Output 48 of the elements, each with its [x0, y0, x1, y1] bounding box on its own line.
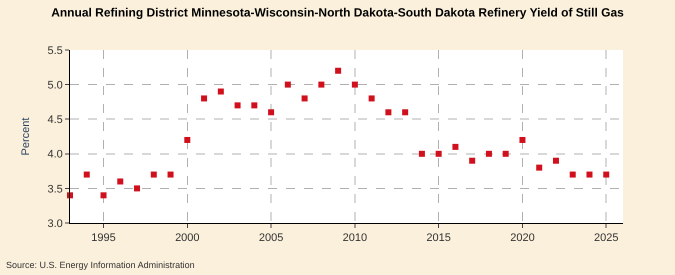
y-axis-title: Percent [20, 118, 32, 156]
point [552, 158, 559, 164]
y-tick-label: 4.0 [48, 148, 63, 161]
point [502, 150, 509, 157]
point [536, 164, 542, 171]
chart-title: Annual Refining District Minnesota-Wisconsin-North Dakota-South Dakota Refinery Yield of Still Gas [51, 6, 624, 20]
point [570, 172, 576, 178]
point [586, 172, 592, 178]
point [335, 68, 342, 74]
point [100, 192, 107, 198]
point [603, 172, 610, 178]
point [519, 136, 526, 143]
point [184, 136, 190, 143]
point [486, 150, 492, 157]
point [234, 102, 241, 108]
point [84, 172, 90, 178]
x-tick-label: 1995 [91, 232, 116, 244]
x-tick-label: 2020 [510, 232, 535, 244]
y-tick-label: 3.0 [48, 218, 63, 230]
y-tick-label: 3.5 [48, 183, 63, 196]
point [218, 88, 224, 95]
source-note: Source: U.S. Energy Information Administration [6, 260, 195, 270]
point [268, 109, 274, 116]
point [436, 150, 442, 157]
x-tick-label: 2005 [258, 232, 284, 244]
point [134, 185, 140, 192]
y-tick-label: 5.0 [48, 79, 63, 92]
point [469, 158, 476, 164]
point [418, 150, 425, 157]
point [368, 95, 375, 102]
y-tick-label: 4.5 [48, 114, 63, 126]
point [318, 82, 324, 88]
y-tick-label: 5.5 [48, 44, 63, 57]
point [150, 172, 157, 178]
x-tick-label: 2015 [426, 232, 451, 244]
point [352, 82, 358, 88]
x-tick-label: 2025 [594, 232, 618, 244]
x-tick-label: 2000 [175, 232, 200, 244]
point [201, 95, 208, 102]
point [402, 109, 408, 116]
point [385, 109, 392, 116]
point [168, 172, 174, 178]
point [452, 144, 458, 150]
point [284, 82, 291, 88]
point [302, 95, 308, 102]
point [251, 102, 258, 108]
x-tick-label: 2010 [342, 232, 368, 244]
point [117, 178, 124, 184]
